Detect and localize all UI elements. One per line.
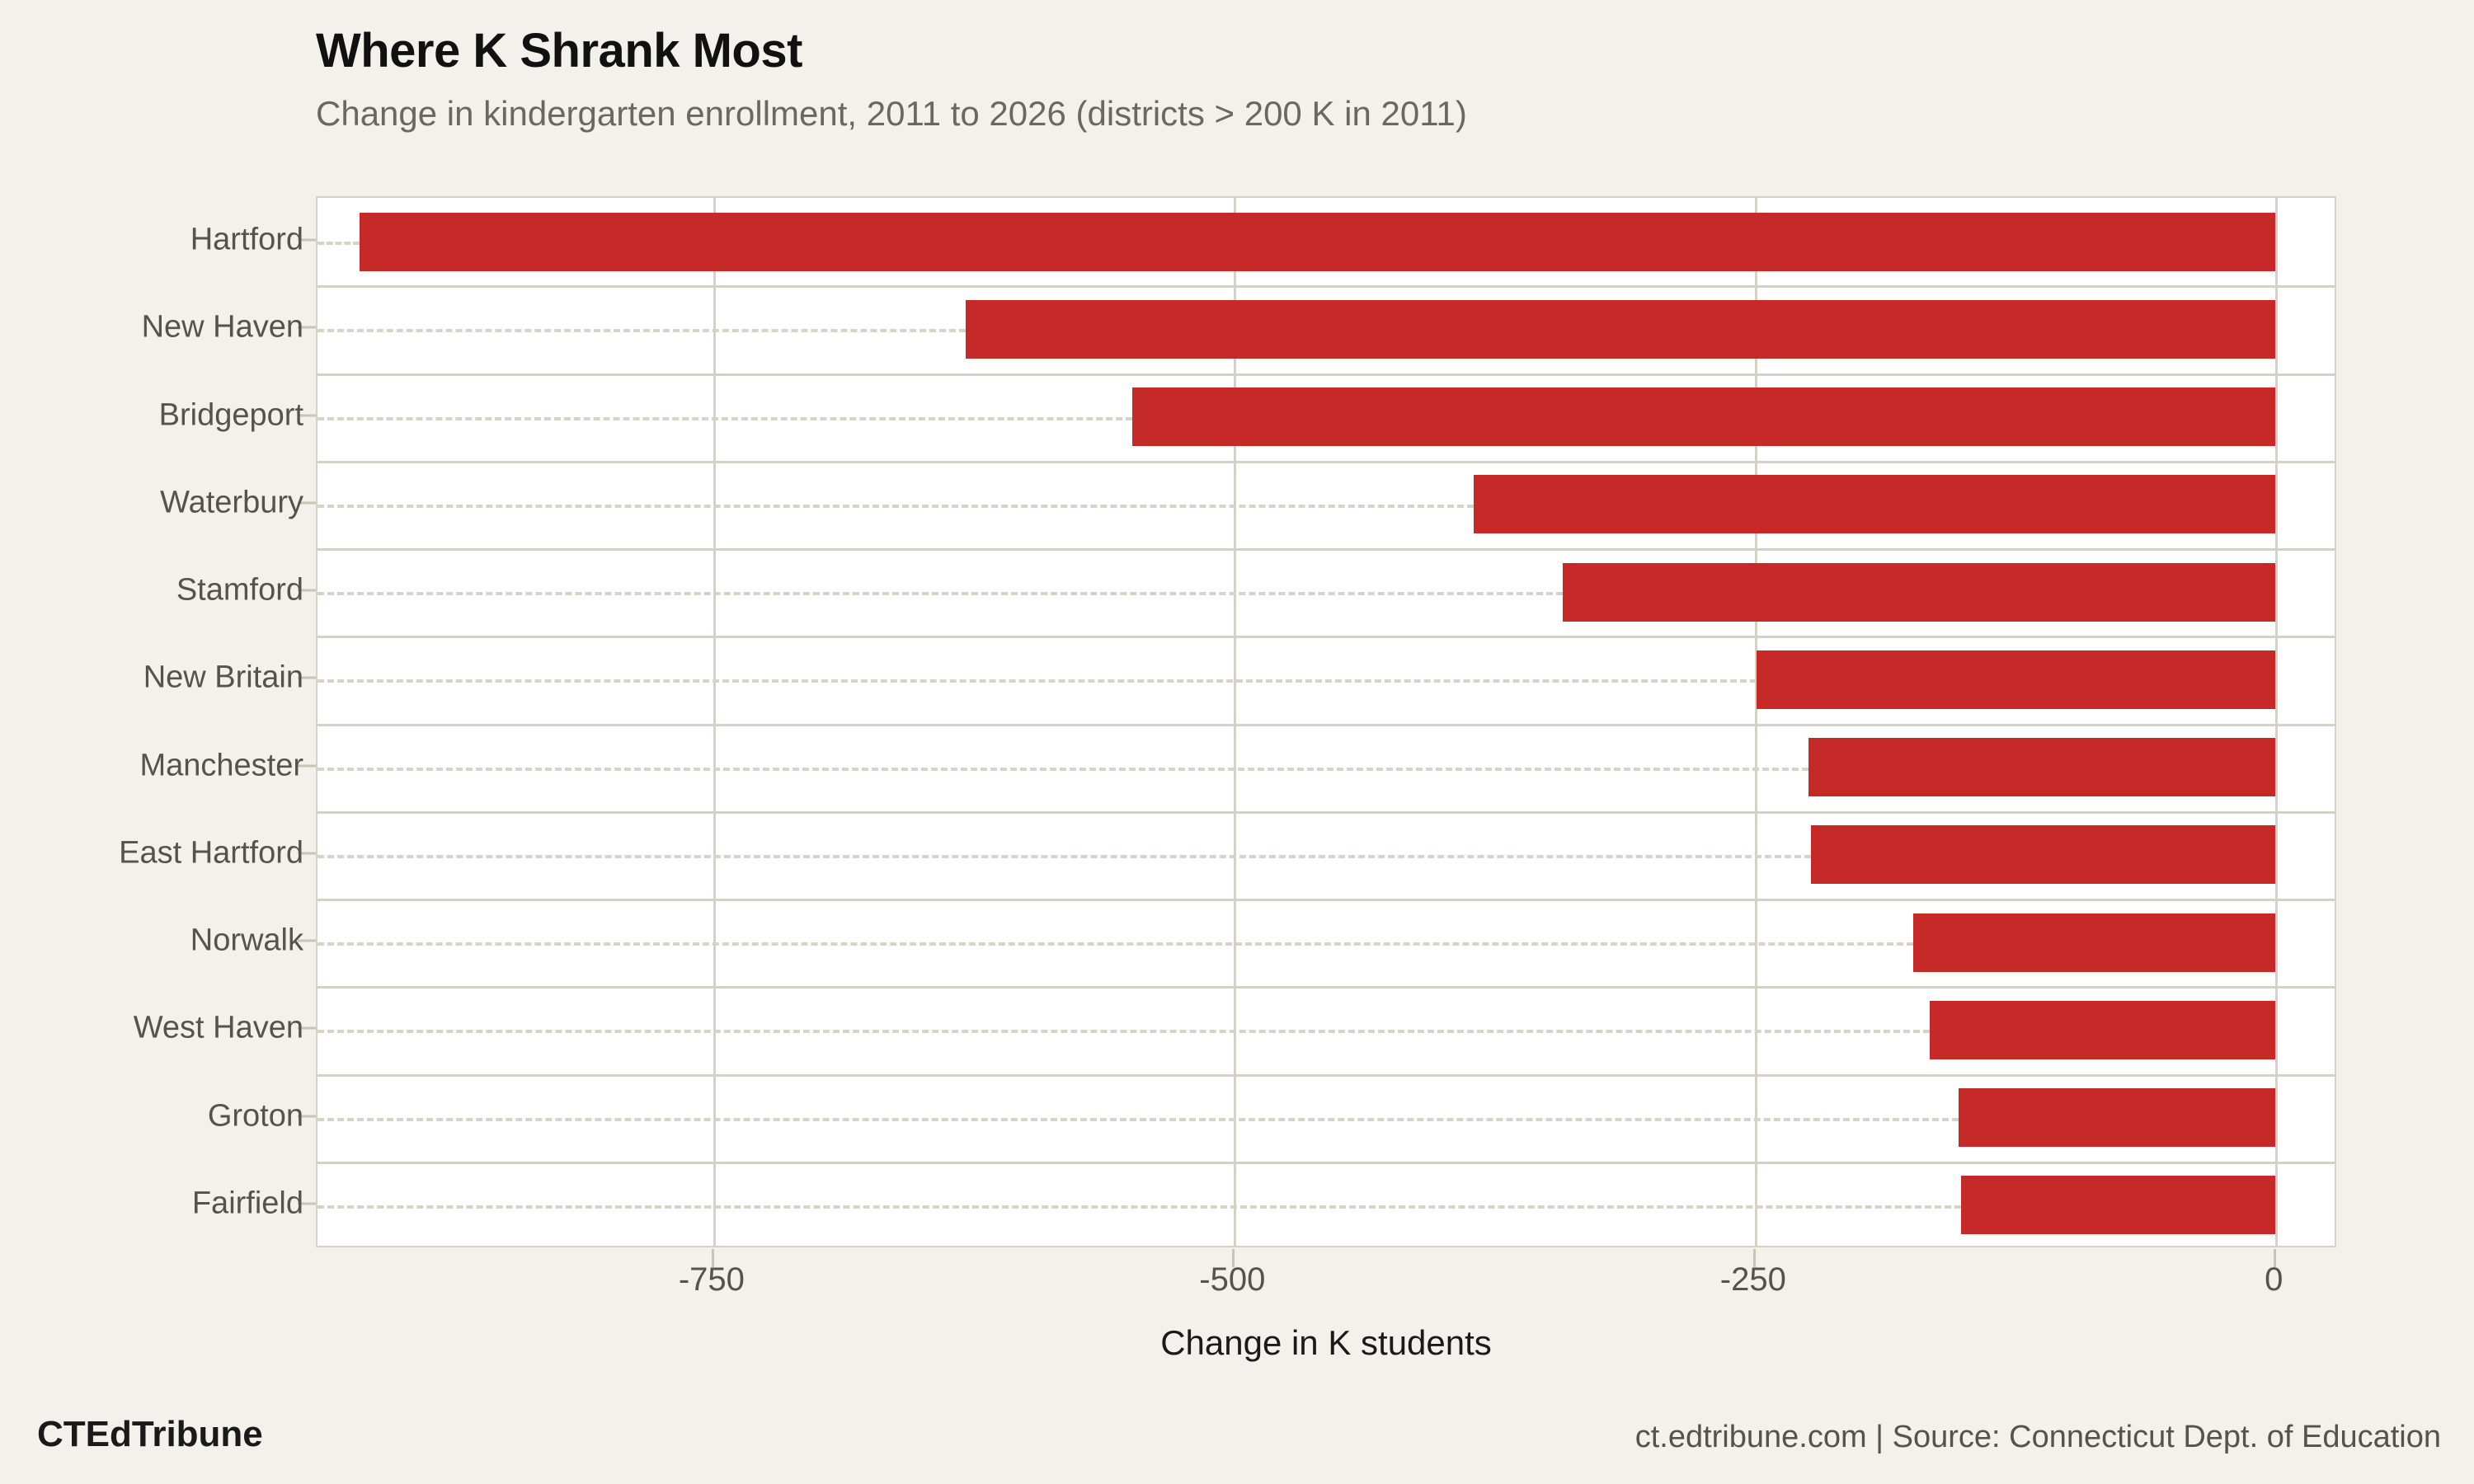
gridline-horizontal	[317, 373, 2335, 376]
y-tick-mark	[298, 1026, 316, 1030]
bar[interactable]	[1563, 562, 2276, 622]
y-axis-label: New Haven	[141, 309, 303, 345]
bar[interactable]	[1960, 1176, 2276, 1235]
x-tick-mark	[1752, 1249, 1756, 1267]
y-axis-label: West Haven	[133, 1010, 303, 1045]
bar[interactable]	[1473, 475, 2276, 534]
gridline-horizontal	[317, 899, 2335, 901]
y-axis-label: New Britain	[143, 660, 303, 695]
y-tick-mark	[298, 326, 316, 329]
leader-line	[317, 504, 1474, 508]
x-tick-mark	[2274, 1249, 2277, 1267]
y-axis-label: Stamford	[176, 572, 303, 608]
y-axis-label: Groton	[207, 1098, 303, 1134]
leader-line	[317, 329, 966, 333]
bar[interactable]	[1810, 825, 2276, 885]
gridline-vertical	[1754, 198, 1757, 1246]
plot-wrapper	[316, 196, 2336, 1247]
y-tick-mark	[298, 414, 316, 417]
x-tick-mark	[711, 1249, 714, 1267]
x-tick-label: -250	[1719, 1261, 1786, 1298]
y-tick-mark	[298, 238, 316, 242]
gridline-vertical	[713, 198, 716, 1246]
bar[interactable]	[1959, 1088, 2276, 1148]
gridline-horizontal	[317, 810, 2335, 814]
gridline-horizontal	[317, 548, 2335, 551]
chart-subtitle: Change in kindergarten enrollment, 2011 …	[316, 93, 1467, 133]
gridline-horizontal	[317, 1073, 2335, 1077]
leader-line	[317, 854, 1811, 858]
bar[interactable]	[359, 212, 2276, 271]
y-axis-label: Bridgeport	[158, 397, 303, 433]
x-tick-label: -750	[678, 1261, 745, 1298]
bar[interactable]	[1131, 387, 2276, 447]
leader-line	[317, 679, 1757, 683]
leader-line	[317, 1030, 1930, 1034]
gridline-vertical	[2275, 198, 2279, 1246]
x-tick-mark	[1232, 1249, 1235, 1267]
x-axis-title-text: Change in K students	[1160, 1323, 1492, 1362]
gridline-horizontal	[317, 460, 2335, 463]
source-credit: ct.edtribune.com | Source: Connecticut D…	[1634, 1420, 2441, 1454]
y-axis-label: Fairfield	[191, 1186, 303, 1221]
leader-line	[317, 416, 1132, 420]
y-axis-label: East Hartford	[119, 835, 303, 871]
x-axis-title: Change in K students	[0, 1323, 2474, 1363]
y-axis-label: Waterbury	[160, 485, 303, 520]
chart-header: Where K Shrank Most Change in kindergart…	[316, 26, 2378, 133]
leader-line	[317, 242, 360, 246]
gridline-vertical	[1234, 198, 1237, 1246]
leader-line	[317, 767, 1809, 771]
leader-line	[317, 592, 1564, 596]
bar[interactable]	[1912, 913, 2276, 972]
plot-area	[316, 196, 2336, 1247]
page-title: Where K Shrank Most	[316, 24, 802, 77]
y-tick-mark	[298, 676, 316, 679]
x-tick-label: 0	[2265, 1261, 2284, 1298]
y-axis-label: Hartford	[190, 222, 303, 257]
bar[interactable]	[1929, 1000, 2276, 1059]
gridline-horizontal	[317, 636, 2335, 639]
leader-line	[317, 1117, 1959, 1121]
y-axis-label: Norwalk	[190, 923, 303, 958]
leader-line	[317, 942, 1913, 946]
y-axis-label: Manchester	[139, 748, 303, 783]
x-tick-label: -500	[1199, 1261, 1266, 1298]
y-tick-mark	[298, 764, 316, 768]
y-tick-mark	[298, 939, 316, 942]
bar[interactable]	[1808, 738, 2276, 797]
y-tick-mark	[298, 1202, 316, 1205]
brand-logo: CTEdTribune	[37, 1414, 263, 1454]
gridline-horizontal	[317, 285, 2335, 289]
bar[interactable]	[965, 299, 2276, 359]
gridline-horizontal	[317, 986, 2335, 989]
gridline-horizontal	[317, 1161, 2335, 1164]
leader-line	[317, 1205, 1961, 1209]
y-tick-mark	[298, 501, 316, 505]
y-tick-mark	[298, 589, 316, 592]
y-tick-mark	[298, 852, 316, 855]
bar[interactable]	[1757, 650, 2276, 709]
y-tick-mark	[298, 1115, 316, 1118]
gridline-horizontal	[317, 723, 2335, 726]
